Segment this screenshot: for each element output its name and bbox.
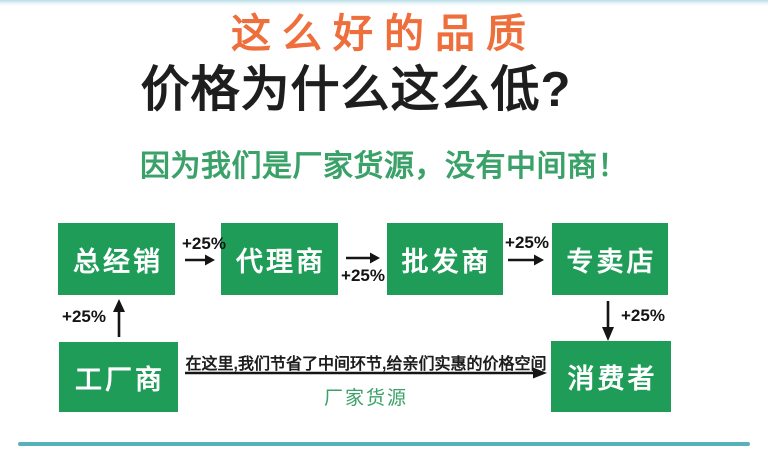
bottom-divider xyxy=(18,442,750,446)
quality-headline: 这么好的品质 xyxy=(231,12,537,56)
savings-message: 在这里,我们节省了中间环节,给亲们实惠的价格空间 xyxy=(185,356,547,373)
markup-label-store-to-consumer: +25% xyxy=(621,306,665,325)
price-question-headline: 价格为什么这么低? xyxy=(140,63,572,117)
node-wholesaler: 批发商 xyxy=(387,223,503,295)
node-consumer: 消费者 xyxy=(551,341,671,412)
markup-label-factory-to-distributor: +25% xyxy=(62,307,106,326)
markup-label-wholesaler-to-store: +25% xyxy=(505,233,549,252)
right-arrow-icon xyxy=(508,254,544,266)
factory-source-label: 厂家货源 xyxy=(323,388,408,409)
long-right-arrow-icon xyxy=(185,367,547,379)
right-arrow-icon xyxy=(346,252,380,264)
up-arrow-icon xyxy=(113,299,125,337)
right-arrow-icon xyxy=(185,254,215,266)
down-arrow-icon xyxy=(602,301,614,341)
factory-source-subtitle: 因为我们是厂家货源，没有中间商！ xyxy=(140,150,628,183)
markup-label-distributor-to-agent: +25% xyxy=(182,234,226,253)
node-general-distributor: 总经销 xyxy=(58,223,175,295)
node-specialty-store: 专卖店 xyxy=(552,223,668,295)
markup-label-agent-to-wholesaler: +25% xyxy=(341,266,385,285)
node-factory: 工厂商 xyxy=(59,342,178,412)
node-agent: 代理商 xyxy=(221,223,338,295)
top-decorative-strip xyxy=(0,0,768,6)
